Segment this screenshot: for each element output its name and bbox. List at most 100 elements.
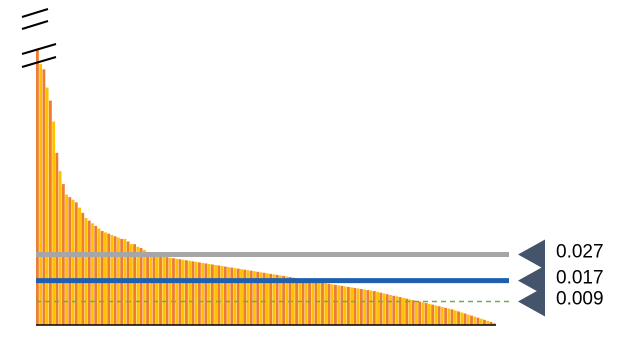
bar	[359, 288, 363, 325]
bar	[275, 274, 279, 325]
threshold-marker-icon	[518, 265, 545, 296]
bar	[55, 152, 59, 325]
bar	[486, 320, 490, 325]
bar	[340, 285, 344, 325]
bar	[369, 290, 373, 325]
bar	[376, 291, 379, 325]
bar	[389, 295, 392, 325]
bar	[175, 258, 179, 325]
bar	[100, 231, 104, 325]
threshold-marker-icon	[518, 239, 545, 270]
bar	[418, 301, 422, 325]
bar	[249, 270, 253, 325]
bar	[415, 301, 418, 325]
bar	[473, 316, 477, 325]
bar	[142, 249, 146, 325]
bar	[282, 275, 286, 325]
bar	[343, 286, 347, 325]
bar	[240, 269, 243, 325]
bar	[48, 100, 52, 326]
bar	[97, 228, 101, 325]
bar	[152, 254, 156, 325]
bar	[217, 265, 221, 325]
bar	[346, 286, 350, 325]
bar	[356, 288, 360, 325]
bar	[201, 262, 205, 325]
bar	[308, 280, 311, 325]
bar	[453, 310, 457, 325]
bar	[259, 272, 263, 325]
bar	[431, 304, 435, 325]
bar	[492, 322, 496, 325]
bar	[207, 263, 211, 325]
bar	[437, 306, 441, 325]
bar	[398, 297, 402, 325]
bar	[440, 307, 444, 325]
bar	[405, 298, 409, 325]
bar	[395, 296, 399, 325]
bar	[149, 253, 153, 325]
bar	[272, 274, 276, 325]
bar	[424, 303, 428, 325]
bar	[129, 244, 133, 325]
bar	[74, 202, 78, 325]
bar	[243, 269, 247, 325]
bar	[210, 264, 214, 325]
bar	[334, 284, 337, 325]
bar	[470, 315, 473, 325]
bar	[178, 259, 182, 325]
bar	[427, 303, 431, 325]
bar	[172, 258, 175, 325]
bar	[457, 311, 460, 325]
bar	[230, 267, 234, 325]
bar	[463, 313, 467, 325]
bar	[483, 319, 486, 325]
bar	[337, 285, 341, 325]
bar	[411, 300, 415, 325]
bar	[324, 283, 328, 325]
bar	[366, 290, 370, 325]
bar	[223, 266, 227, 325]
bar	[301, 279, 305, 325]
bar	[291, 277, 295, 325]
bar	[450, 309, 454, 325]
bar	[253, 271, 256, 325]
bar	[460, 312, 464, 325]
bar	[353, 287, 357, 325]
bar	[214, 264, 218, 325]
bar	[42, 69, 46, 325]
bar	[327, 283, 331, 325]
bar	[379, 292, 383, 325]
axis-break-icon	[21, 8, 57, 68]
bar	[408, 299, 412, 325]
bar	[304, 279, 308, 325]
bar	[197, 262, 201, 325]
bar	[133, 244, 137, 325]
bar	[256, 271, 260, 325]
threshold-label: 0.009	[556, 289, 604, 310]
bar	[162, 256, 166, 325]
bar	[87, 220, 91, 325]
bar	[246, 270, 250, 325]
bar	[311, 280, 315, 325]
bar	[278, 275, 282, 325]
bar	[295, 278, 298, 325]
bar	[476, 317, 480, 325]
threshold-label: 0.027	[556, 242, 604, 263]
bar	[71, 199, 75, 325]
bar	[236, 268, 240, 325]
bar	[194, 261, 198, 325]
bar	[188, 260, 192, 325]
bar	[45, 87, 49, 325]
bar	[139, 248, 143, 325]
bar	[266, 273, 269, 325]
bar	[84, 218, 88, 325]
bar	[421, 302, 425, 325]
bar	[314, 281, 318, 325]
bar	[233, 268, 237, 325]
bar	[81, 212, 85, 325]
bar	[385, 294, 389, 325]
bar	[165, 257, 169, 325]
threshold-marker-icon	[518, 286, 545, 317]
